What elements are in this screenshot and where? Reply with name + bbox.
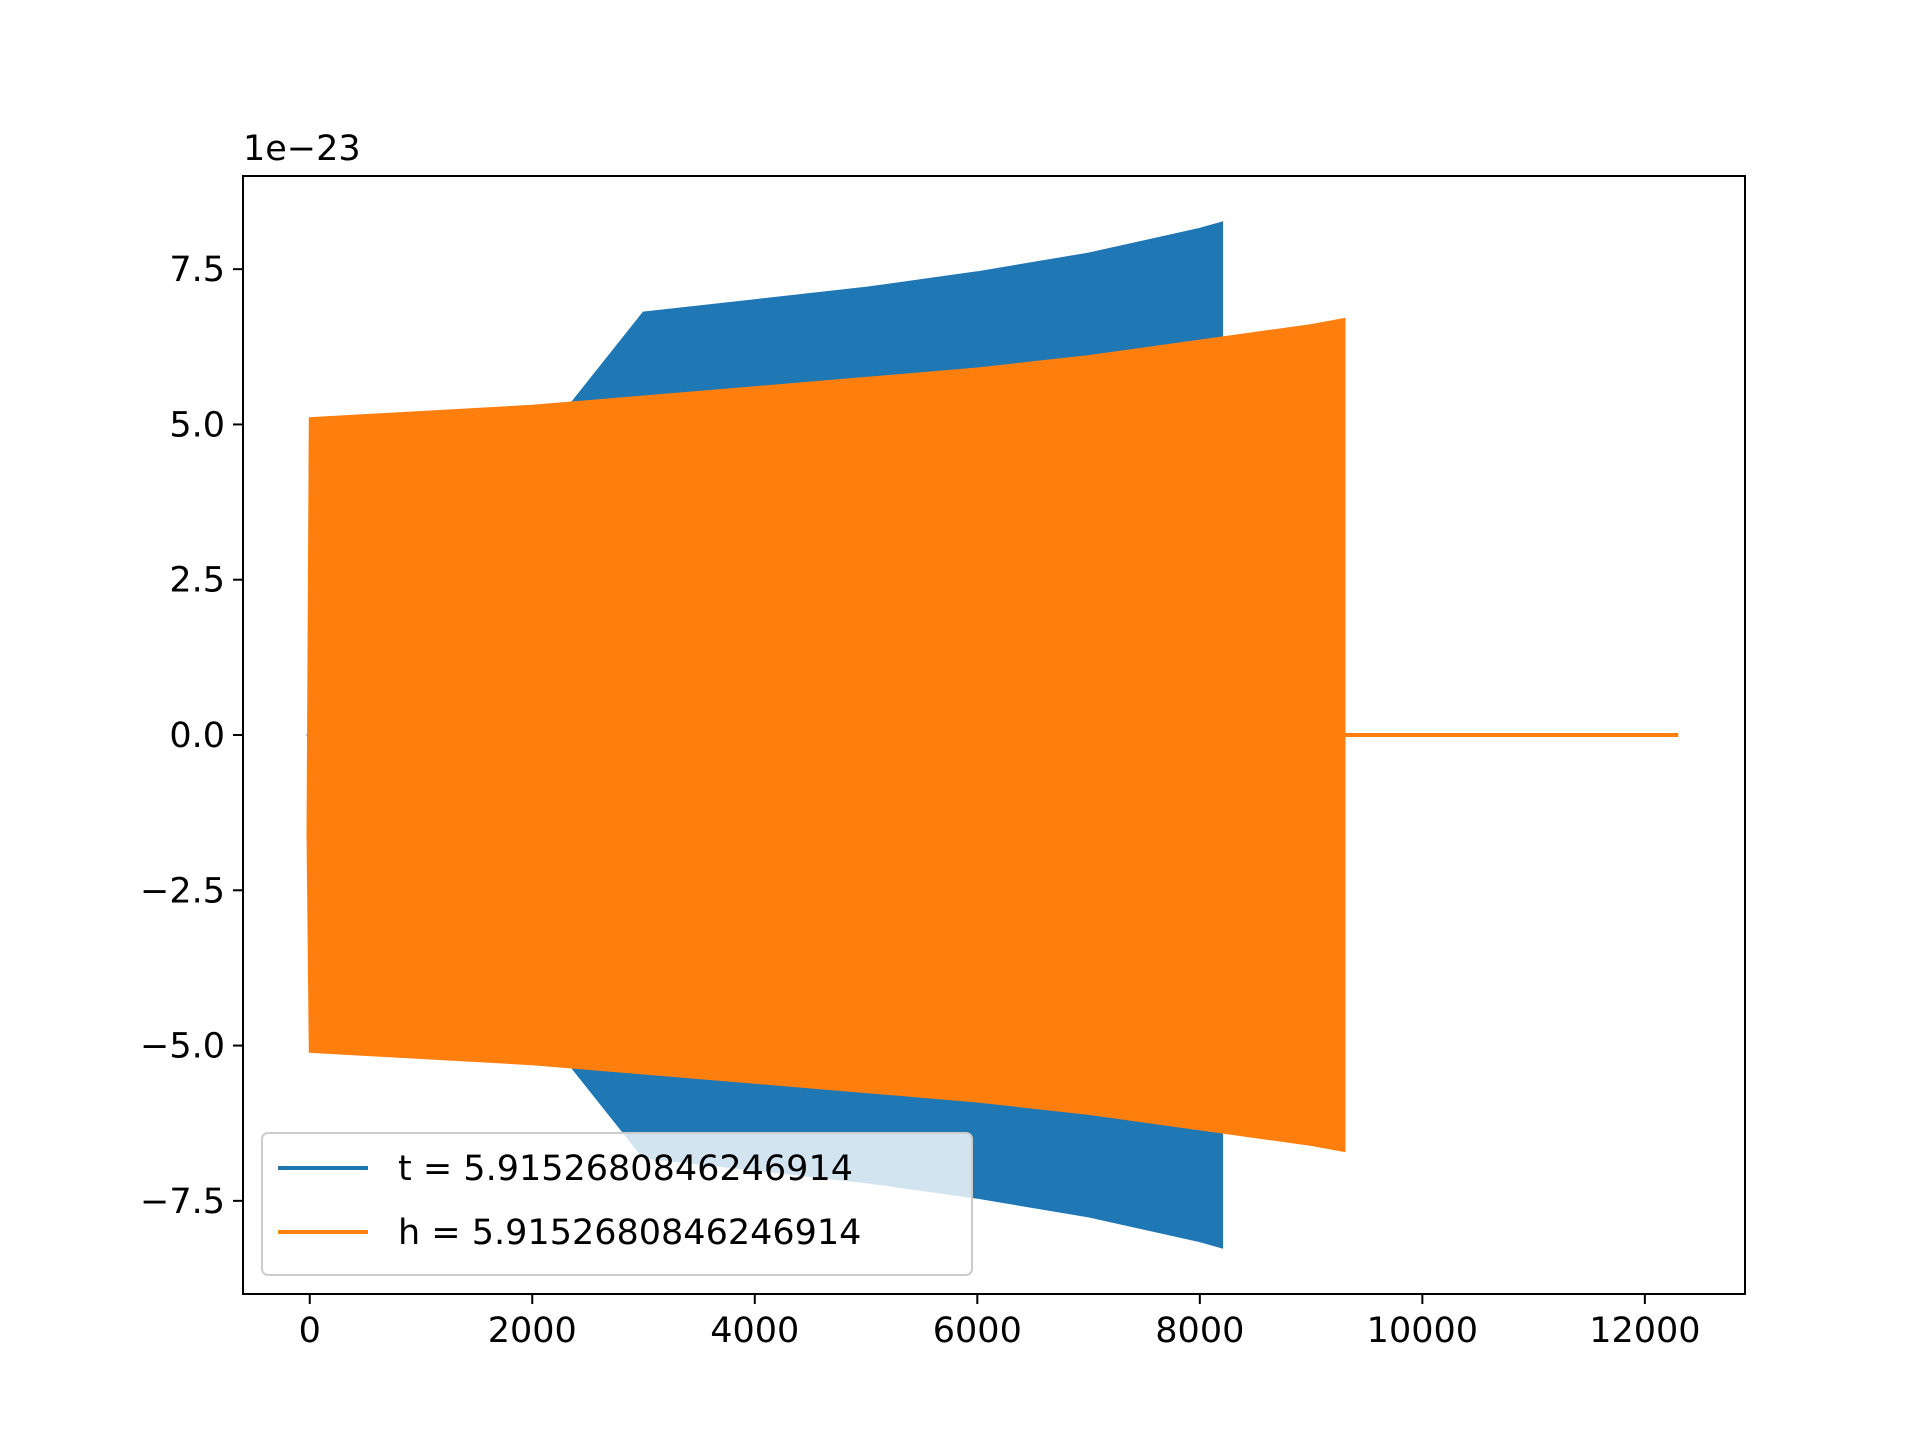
plot-area — [306, 221, 1679, 1249]
x-tick-label: 0 — [299, 1311, 321, 1351]
series-1-oscillation — [306, 317, 1346, 1153]
legend-label: h = 5.9152680846246914 — [398, 1213, 861, 1253]
y-axis-offset-label: 1e−23 — [243, 129, 361, 169]
x-tick-label: 10000 — [1367, 1311, 1478, 1351]
y-tick-label: 2.5 — [169, 561, 225, 601]
x-tick-label: 6000 — [933, 1311, 1022, 1351]
y-tick-label: 7.5 — [169, 250, 225, 290]
x-tick-label: 2000 — [488, 1311, 577, 1351]
y-tick-label: −5.0 — [140, 1027, 225, 1067]
x-tick-label: 8000 — [1155, 1311, 1244, 1351]
y-axis: −7.5 −5.0 −2.5 0.0 2.5 5.0 7.5 — [140, 250, 243, 1222]
legend: t = 5.9152680846246914 h = 5.915268084624… — [261, 1132, 973, 1276]
legend-label: t = 5.9152680846246914 — [398, 1149, 853, 1189]
y-tick-label: 5.0 — [169, 405, 225, 445]
x-axis: 0 2000 4000 6000 8000 10000 12000 — [299, 1294, 1701, 1351]
y-tick-label: −2.5 — [140, 871, 225, 911]
x-tick-label: 4000 — [710, 1311, 799, 1351]
y-tick-label: −7.5 — [140, 1182, 225, 1222]
x-tick-label: 12000 — [1589, 1311, 1700, 1351]
y-tick-label: 0.0 — [169, 716, 225, 756]
legend-box — [261, 1132, 973, 1276]
